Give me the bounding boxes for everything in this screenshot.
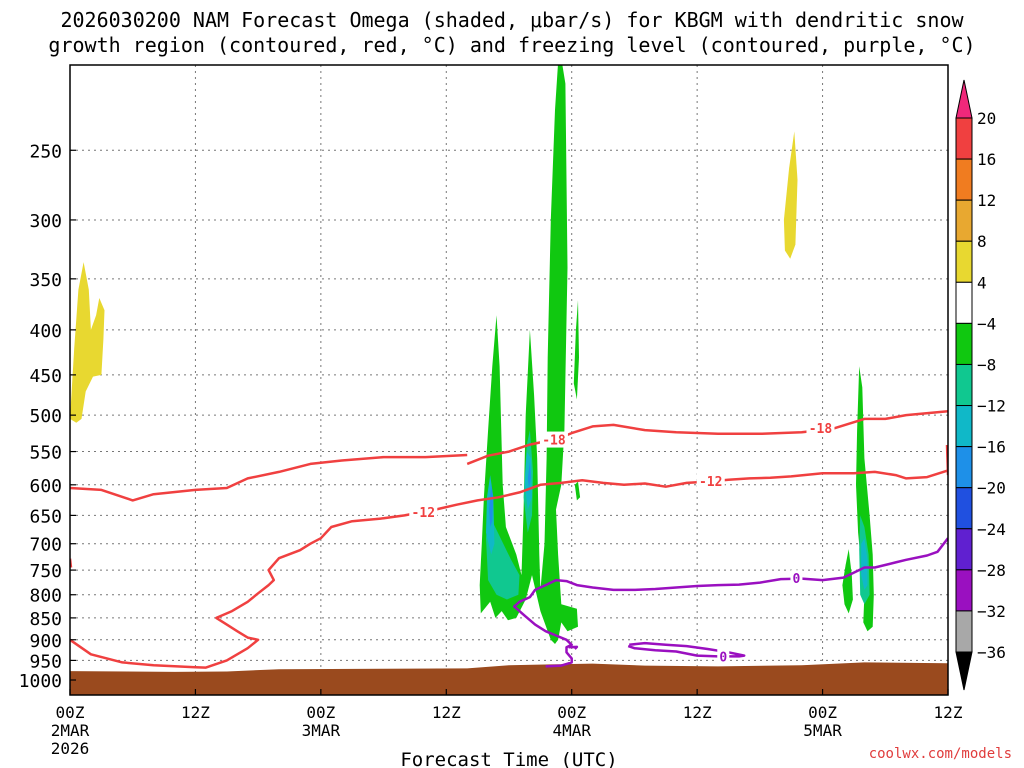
x-tick-label: 12Z	[683, 703, 712, 722]
omega-region	[842, 549, 853, 614]
colorbar-segment	[955, 528, 973, 571]
freezing-contour-line	[627, 641, 746, 658]
freezing-contour-label: 0	[793, 572, 801, 587]
freezing-contour-label-bg	[717, 648, 730, 665]
y-tick-label: 850	[29, 609, 62, 630]
y-tick-label: 550	[29, 443, 62, 464]
colorbar-label: −12	[977, 397, 1006, 416]
colorbar-label: −32	[977, 602, 1006, 621]
y-tick-label: 650	[29, 506, 62, 527]
dgz-contour-label: -18	[809, 422, 833, 437]
y-tick-label: 600	[29, 476, 62, 497]
colorbar-label: −24	[977, 520, 1006, 539]
dgz-contour-line	[70, 469, 948, 669]
freezing-contour-line	[512, 537, 948, 668]
omega-region	[574, 481, 581, 501]
y-tick-label: 350	[29, 270, 62, 291]
colorbar-label: 8	[977, 232, 987, 251]
colorbar-bottom-arrow	[955, 651, 973, 691]
colorbar-segment	[955, 610, 973, 653]
colorbar-segment	[955, 322, 973, 365]
x-tick-label: 00Z	[808, 703, 837, 722]
x-tick-year-label: 2026	[51, 739, 90, 758]
colorbar-segment	[955, 240, 973, 283]
y-tick-label: 800	[29, 586, 62, 607]
freezing-contour-label: 0	[719, 650, 727, 665]
plot-area: -18 -18 -12 -12 0 0	[70, 65, 948, 695]
colorbar-segment	[955, 117, 973, 160]
plot-frame	[69, 64, 949, 696]
x-tick-date-label: 3MAR	[302, 721, 341, 740]
axes: 2503003504004505005506006507007508008509…	[19, 64, 963, 768]
colorbar-label: 20	[977, 109, 996, 128]
dgz-contour-label-bg	[539, 431, 568, 448]
y-tick-label: 700	[29, 535, 62, 556]
x-tick-label: 00Z	[306, 703, 335, 722]
y-tick-label: 300	[29, 211, 62, 232]
colorbar-label: −16	[977, 438, 1006, 457]
terrain	[70, 662, 948, 695]
dgz-contour-line	[466, 410, 948, 466]
dgz-contour-label: -18	[542, 434, 566, 449]
omega-region	[479, 65, 578, 644]
colorbar-label: −28	[977, 561, 1006, 580]
colorbar-label: 16	[977, 150, 996, 169]
colorbar-segment	[955, 158, 973, 201]
x-tick-date-label: 5MAR	[803, 721, 842, 740]
y-tick-label: 1000	[19, 671, 62, 692]
freezing-contour-label-bg	[790, 570, 803, 587]
y-tick-label: 750	[29, 561, 62, 582]
omega-region	[856, 366, 874, 632]
x-tick-label: 12Z	[181, 703, 210, 722]
y-tick-label: 450	[29, 366, 62, 387]
x-tick-label: 12Z	[934, 703, 963, 722]
colorbar-segment	[955, 446, 973, 489]
x-axis-title: Forecast Time (UTC)	[400, 749, 617, 768]
x-tick-label: 00Z	[56, 703, 85, 722]
chart-title-line-1: 2026030200 NAM Forecast Omega (shaded, μ…	[60, 8, 964, 32]
dgz-contour-label-bg	[696, 472, 725, 489]
colorbar: 20 16 12 8 4 −4 −8 −12 −16 −20 −24 −28 −32 −36	[955, 79, 1006, 691]
y-tick-label: 400	[29, 321, 62, 342]
colorbar-label: −8	[977, 355, 996, 374]
colorbar-label: 12	[977, 191, 996, 210]
x-tick-date-label: 4MAR	[552, 721, 591, 740]
omega-region	[527, 461, 531, 488]
omega-region	[70, 262, 105, 423]
colorbar-segment	[955, 569, 973, 612]
omega-region	[861, 538, 868, 590]
dgz-contour-label-bg	[806, 419, 835, 436]
x-tick-label: 00Z	[557, 703, 586, 722]
freezing-contour-line	[568, 645, 579, 650]
x-tick-label: 12Z	[432, 703, 461, 722]
colorbar-label: 4	[977, 273, 987, 292]
y-tick-label: 950	[29, 651, 62, 672]
dgz-contour-label: -12	[699, 475, 722, 490]
x-tick-date-label: 2MAR	[51, 721, 90, 740]
dgz-contour-line	[70, 453, 468, 502]
omega-region	[783, 131, 798, 259]
colorbar-segment	[955, 487, 973, 530]
dgz-contour-label: -12	[412, 506, 435, 521]
y-tick-label: 500	[29, 406, 62, 427]
chart-title-line-2: growth region (contoured, red, °C) and f…	[48, 33, 976, 57]
omega-region	[489, 484, 494, 527]
colorbar-label: −20	[977, 479, 1006, 498]
colorbar-top-arrow	[955, 79, 973, 119]
y-tick-label: 900	[29, 631, 62, 652]
plot-content: -18 -18 -12 -12 0 0	[70, 65, 948, 695]
y-tick-label: 250	[29, 141, 62, 162]
credit-text: coolwx.com/models	[868, 746, 1012, 762]
omega-region	[573, 300, 579, 400]
dgz-contour-label-bg	[409, 503, 438, 520]
colorbar-segment	[955, 405, 973, 448]
omega-region	[486, 497, 520, 600]
colorbar-segment	[955, 363, 973, 407]
colorbar-label: −4	[977, 314, 996, 333]
colorbar-segment	[955, 281, 973, 324]
colorbar-label: −36	[977, 643, 1006, 662]
colorbar-segment	[955, 199, 973, 242]
